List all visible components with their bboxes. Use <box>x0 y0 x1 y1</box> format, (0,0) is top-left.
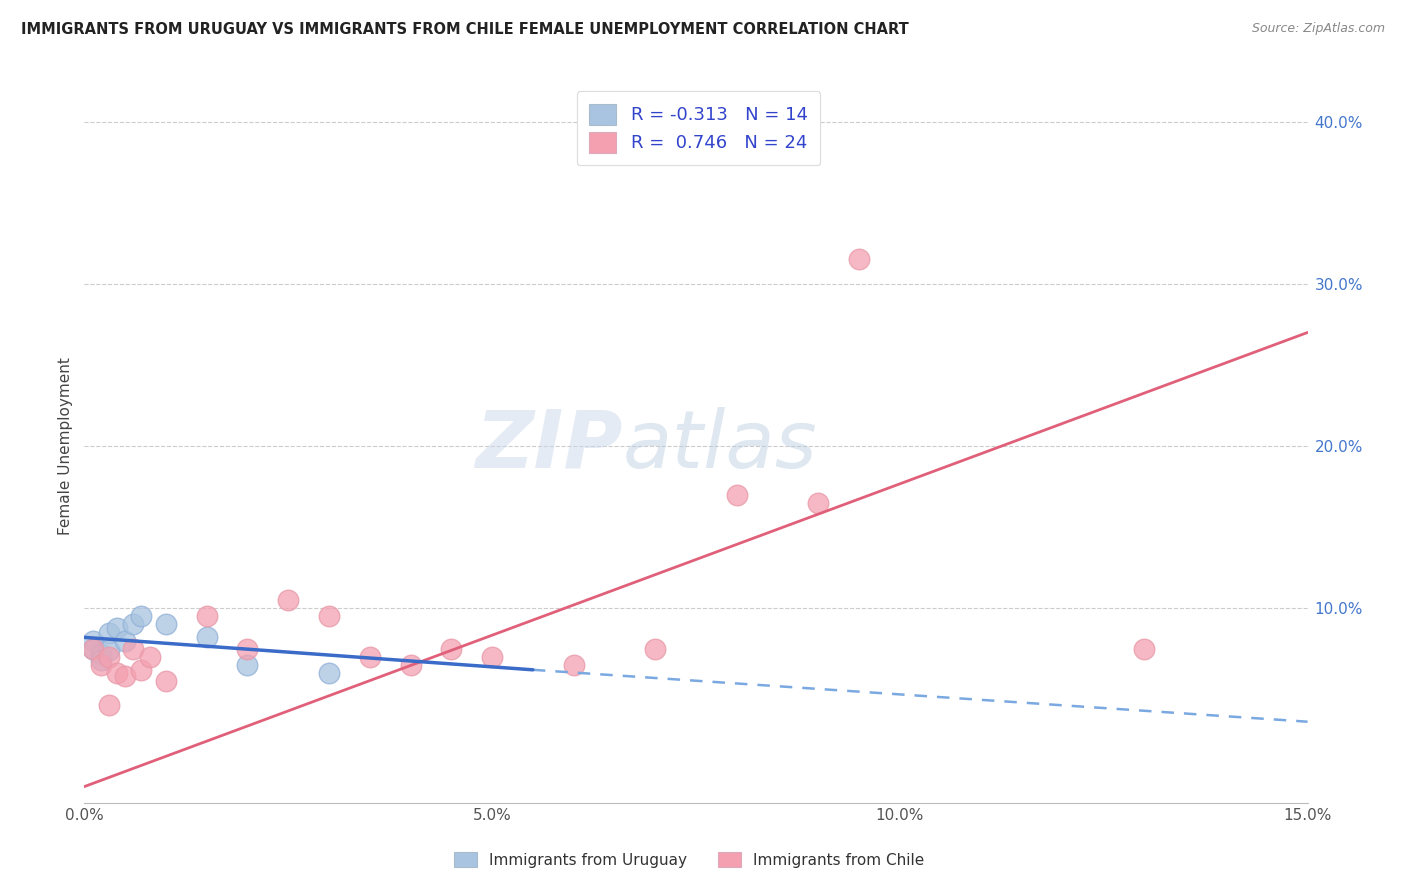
Point <box>122 617 145 632</box>
Point <box>114 633 136 648</box>
Point <box>318 666 340 681</box>
Point <box>90 647 112 661</box>
Point <box>644 641 666 656</box>
Point <box>195 631 218 645</box>
Point <box>82 633 104 648</box>
Point <box>122 641 145 656</box>
Point <box>359 649 381 664</box>
Point <box>562 657 585 672</box>
Point <box>440 641 463 656</box>
Point <box>82 641 104 656</box>
Point <box>1133 641 1156 656</box>
Point <box>97 625 120 640</box>
Point <box>90 653 112 667</box>
Y-axis label: Female Unemployment: Female Unemployment <box>58 357 73 535</box>
Point <box>131 609 153 624</box>
Point <box>105 666 128 681</box>
Point <box>114 669 136 683</box>
Point <box>236 657 259 672</box>
Point <box>807 496 830 510</box>
Point <box>318 609 340 624</box>
Text: ZIP: ZIP <box>475 407 623 485</box>
Point <box>138 649 160 664</box>
Point <box>195 609 218 624</box>
Point <box>725 488 748 502</box>
Point <box>105 621 128 635</box>
Text: atlas: atlas <box>623 407 817 485</box>
Legend: Immigrants from Uruguay, Immigrants from Chile: Immigrants from Uruguay, Immigrants from… <box>446 844 932 875</box>
Point <box>82 641 104 656</box>
Point <box>399 657 422 672</box>
Point <box>277 593 299 607</box>
Point <box>97 643 120 657</box>
Text: IMMIGRANTS FROM URUGUAY VS IMMIGRANTS FROM CHILE FEMALE UNEMPLOYMENT CORRELATION: IMMIGRANTS FROM URUGUAY VS IMMIGRANTS FR… <box>21 22 908 37</box>
Text: Source: ZipAtlas.com: Source: ZipAtlas.com <box>1251 22 1385 36</box>
Point <box>90 657 112 672</box>
Point <box>131 663 153 677</box>
Point <box>97 649 120 664</box>
Point <box>236 641 259 656</box>
Point <box>97 698 120 713</box>
Point <box>848 252 870 267</box>
Legend: R = -0.313   N = 14, R =  0.746   N = 24: R = -0.313 N = 14, R = 0.746 N = 24 <box>576 91 820 165</box>
Point <box>481 649 503 664</box>
Point <box>155 674 177 689</box>
Point <box>155 617 177 632</box>
